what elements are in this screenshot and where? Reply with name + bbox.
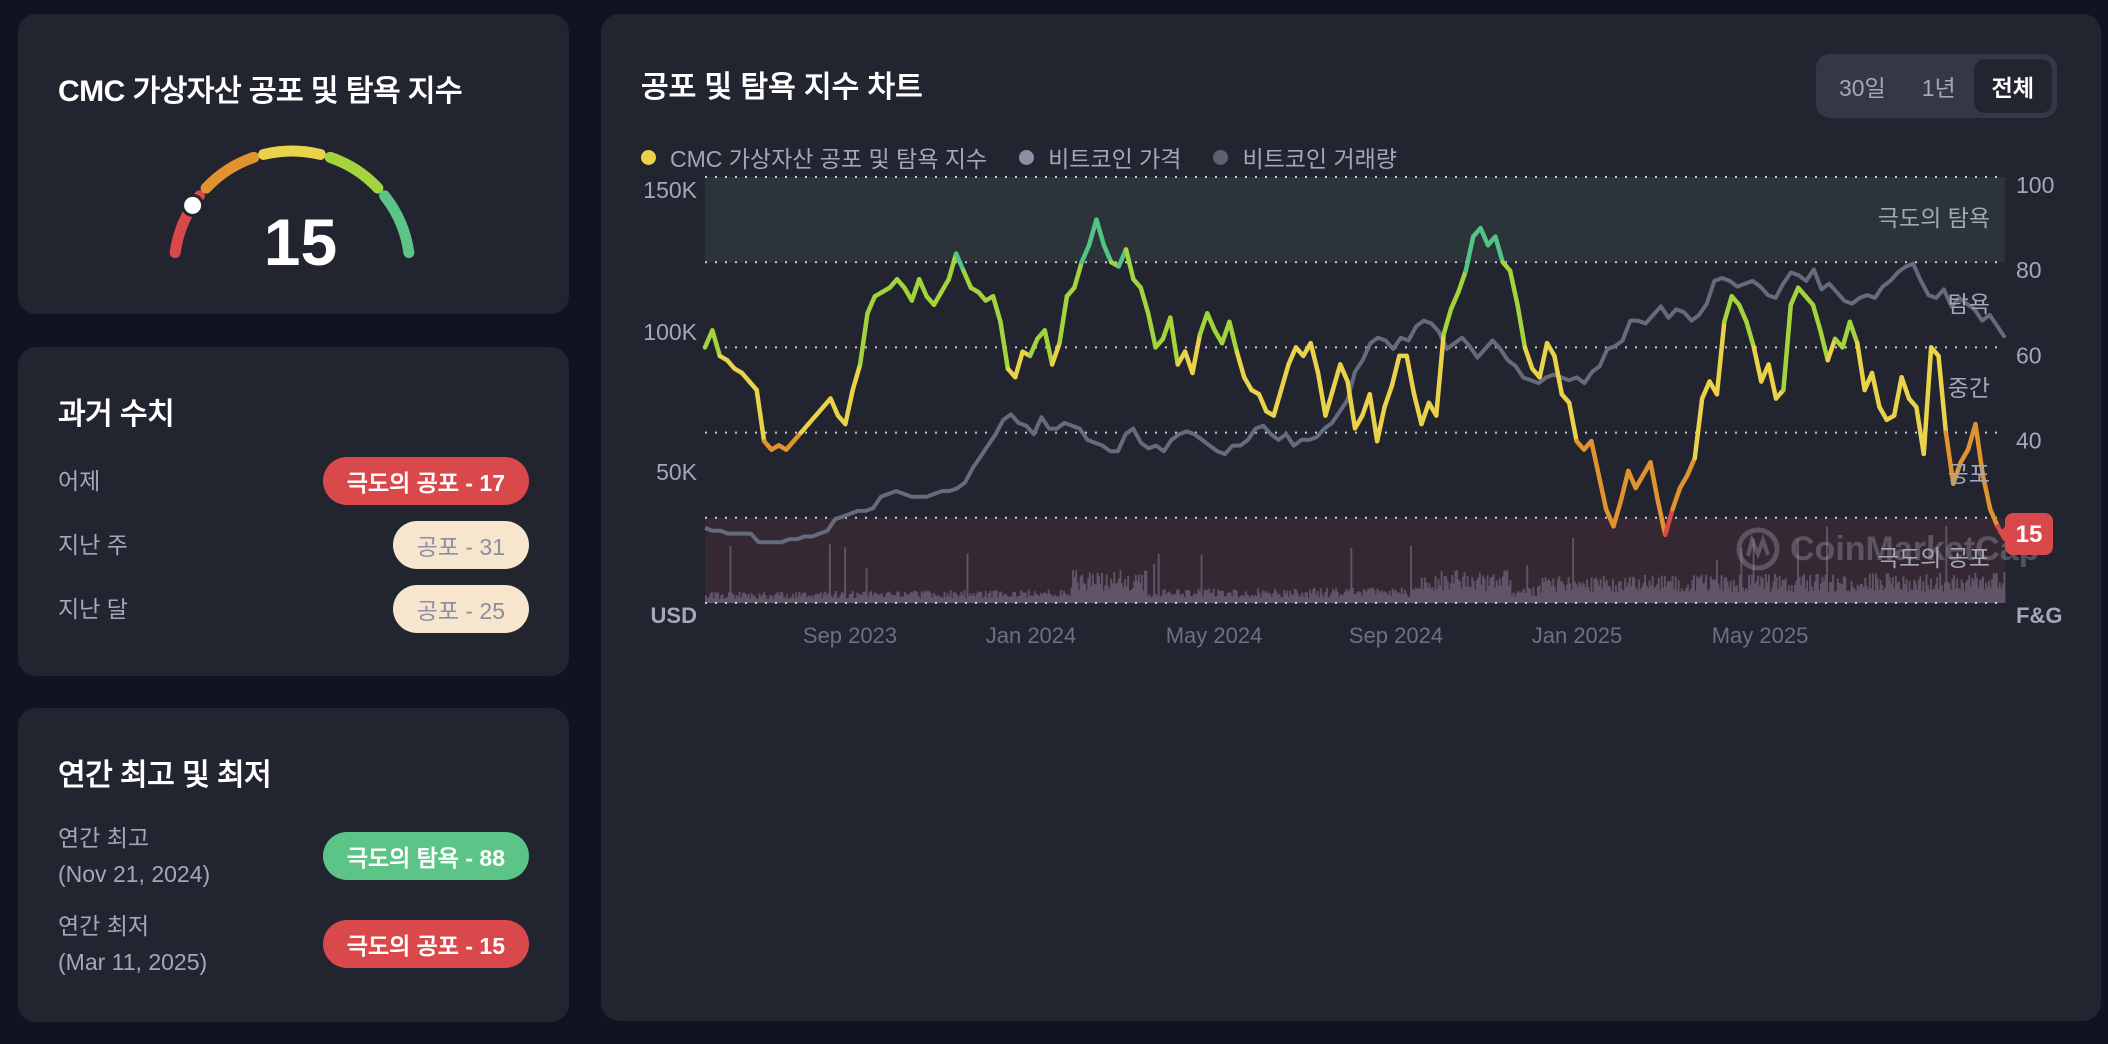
legend-label: 비트코인 가격 [1048, 146, 1182, 172]
history-row-last-week: 지난 주 공포 - 31 [58, 521, 529, 569]
right-axis-tick: 100 [2016, 172, 2054, 198]
status-badge: 공포 - 25 [392, 585, 529, 633]
yearly-high-low-card: 연간 최고 및 최저 연간 최고 (Nov 21, 2024) 극도의 탐욕 -… [18, 708, 569, 1022]
range-button-1y[interactable]: 1년 [1921, 75, 1956, 101]
x-axis-tick: Jan 2024 [986, 623, 1077, 648]
gauge-segment [324, 151, 384, 194]
history-row-yesterday: 어제 극도의 공포 - 17 [58, 457, 529, 505]
gauge-segment [200, 151, 260, 194]
fear-greed-gauge-card: CMC 가상자산 공포 및 탐욕 지수 15 [18, 14, 569, 314]
time-range-toggle: 30일 1년 전체 [1815, 54, 2057, 118]
yearly-row-high: 연간 최고 (Nov 21, 2024) 극도의 탐욕 - 88 [58, 820, 529, 892]
yearly-row-low: 연간 최저 (Mar 11, 2025) 극도의 공포 - 15 [58, 908, 529, 980]
range-button-all[interactable]: 전체 [1973, 59, 2052, 113]
gauge-value: 15 [263, 205, 338, 279]
legend-dot-icon [641, 149, 656, 165]
x-axis-tick: Sep 2023 [803, 623, 897, 648]
legend-dot-icon [1213, 149, 1229, 165]
history-card-title: 과거 수치 [58, 398, 175, 431]
right-axis-unit: F&G [2016, 603, 2062, 628]
left-axis-tick: 50K [656, 459, 698, 485]
status-badge: 공포 - 31 [392, 521, 529, 569]
legend-item-fear-greed[interactable]: CMC 가상자산 공포 및 탐욕 지수 [641, 140, 987, 174]
zone-label: 극도의 탐욕 [1878, 205, 1990, 231]
yearly-card-title: 연간 최고 및 최저 [58, 759, 272, 792]
zone-label: 공포 [1948, 461, 1990, 487]
yearly-high-label: 연간 최고 [58, 825, 150, 851]
chart-legend: CMC 가상자산 공포 및 탐욕 지수 비트코인 가격 비트코인 거래량 [641, 140, 1397, 174]
gauge-icon [169, 145, 415, 259]
left-axis-tick: 100K [643, 319, 697, 345]
legend-label: CMC 가상자산 공포 및 탐욕 지수 [670, 146, 988, 172]
x-axis-tick: May 2025 [1712, 623, 1809, 648]
btc-price-line [704, 261, 2007, 545]
legend-item-btc-volume[interactable]: 비트코인 거래량 [1213, 140, 1397, 174]
x-axis-tick: May 2024 [1166, 623, 1263, 648]
legend-dot-icon [1019, 149, 1035, 165]
status-badge: 극도의 탐욕 - 88 [322, 832, 529, 880]
gauge-indicator-icon [181, 193, 205, 217]
left-axis-tick: 150K [643, 177, 697, 203]
zone-label: 중간 [1948, 375, 1990, 401]
current-value-badge [2005, 513, 2053, 555]
history-row-label: 지난 달 [58, 596, 128, 622]
gauge-card-title: CMC 가상자산 공포 및 탐욕 지수 [58, 75, 463, 108]
yearly-low-date: (Mar 11, 2025) [58, 949, 208, 975]
gauge-segment [258, 145, 326, 160]
x-axis-tick: Sep 2024 [1349, 623, 1443, 648]
status-badge: 극도의 공포 - 15 [322, 920, 529, 968]
legend-label: 비트코인 거래량 [1242, 146, 1397, 172]
legend-item-btc-price[interactable]: 비트코인 가격 [1019, 140, 1181, 174]
fear-greed-line [702, 217, 2008, 542]
left-axis-unit: USD [651, 603, 697, 628]
historical-values-card: 과거 수치 어제 극도의 공포 - 17 지난 주 공포 - 31 지난 달 공… [18, 347, 569, 676]
svg-text:CoinMarketCap: CoinMarketCap [1790, 530, 2039, 568]
history-row-last-month: 지난 달 공포 - 25 [58, 585, 529, 633]
fear-greed-chart-card: 공포 및 탐욕 지수 차트 30일 1년 전체 CMC 가상자산 공포 및 탐욕… [601, 14, 2101, 1021]
right-axis-tick: 80 [2016, 257, 2042, 283]
yearly-high-date: (Nov 21, 2024) [58, 861, 211, 887]
gauge-segment [379, 190, 415, 259]
zone-label: 탐욕 [1948, 291, 1990, 317]
coinmarketcap-watermark: CoinMarketCap [1736, 527, 2039, 571]
status-badge: 극도의 공포 - 17 [322, 457, 529, 505]
history-row-label: 지난 주 [58, 532, 128, 558]
current-value-text: 15 [2016, 521, 2043, 548]
extreme-greed-zone [705, 177, 2005, 263]
volume-bars [705, 526, 2006, 603]
history-row-label: 어제 [58, 468, 101, 494]
x-axis-tick: Jan 2025 [1532, 623, 1623, 648]
chart-title: 공포 및 탐욕 지수 차트 [641, 71, 923, 104]
right-axis-tick: 40 [2016, 428, 2042, 454]
right-axis-tick: 60 [2016, 342, 2042, 368]
zone-label: 극도의 공포 [1878, 545, 1990, 571]
yearly-low-label: 연간 최저 [58, 913, 150, 939]
range-button-30d[interactable]: 30일 [1838, 75, 1886, 101]
